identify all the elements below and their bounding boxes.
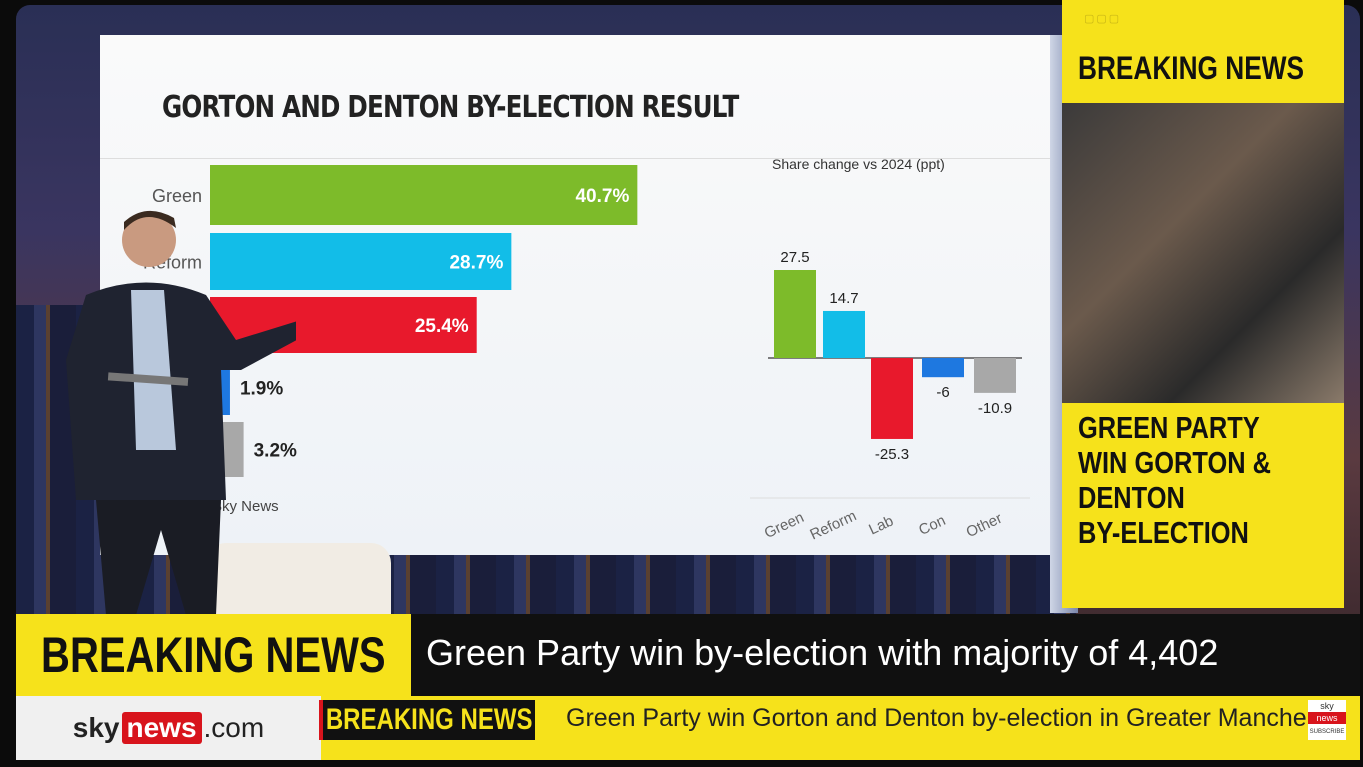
change-value-label: 14.7 xyxy=(829,290,858,307)
result-bar-reform xyxy=(210,233,512,290)
ticker-text: Green Party win Gorton and Denton by-ele… xyxy=(566,704,1306,732)
change-bar-reform xyxy=(823,310,865,358)
change-category-label: Green xyxy=(762,509,807,542)
ticker-label: BREAKING NEWS xyxy=(319,700,535,740)
breaking-news-text: BREAKING NEWS xyxy=(41,627,386,683)
change-value-label: -6 xyxy=(936,384,949,401)
logo-sky: sky xyxy=(72,712,120,743)
breaking-news-label: BREAKING NEWS xyxy=(16,614,411,696)
result-value-label: 1.9% xyxy=(240,379,283,400)
result-value-label: 40.7% xyxy=(575,186,629,207)
change-category-label: Other xyxy=(964,510,1005,541)
side-line: GREEN PARTY xyxy=(1078,410,1260,445)
logo-com: .com xyxy=(203,712,265,743)
divider xyxy=(100,158,1050,159)
sub-sky: sky xyxy=(1320,701,1334,711)
change-category-label: Reform xyxy=(807,507,859,543)
ticker-label-text: BREAKING NEWS xyxy=(325,703,533,736)
result-category-label: Green xyxy=(152,186,202,206)
sub-label: SUBSCRIBE xyxy=(1309,729,1345,735)
side-line: WIN GORTON & xyxy=(1078,445,1272,480)
result-value-label: 3.2% xyxy=(254,441,297,462)
subscribe-button[interactable]: sky news SUBSCRIBE xyxy=(1308,700,1346,740)
chart-title: GORTON AND DENTON BY-ELECTION RESULT xyxy=(162,90,739,125)
side-text: GREEN PARTY WIN GORTON & DENTON BY-ELECT… xyxy=(1078,410,1271,550)
result-value-label: 25.4% xyxy=(415,316,469,337)
news-photo xyxy=(1062,103,1344,403)
change-chart-title: Share change vs 2024 (ppt) xyxy=(772,156,945,172)
side-header: BREAKING NEWS xyxy=(1078,50,1304,86)
change-category-label: Lab xyxy=(866,512,896,538)
studio-screen: GORTON AND DENTON BY-ELECTION RESULT 40.… xyxy=(100,35,1050,555)
change-bar-con xyxy=(922,358,964,378)
side-line: BY-ELECTION xyxy=(1078,515,1249,550)
change-category-label: Con xyxy=(916,512,948,539)
sub-news: news xyxy=(1308,712,1346,724)
change-value-label: 27.5 xyxy=(780,249,809,266)
sky-news-logo: sky news .com xyxy=(16,696,321,760)
ticker-bar: sky news .com BREAKING NEWS Green Party wi… xyxy=(16,696,1360,760)
result-bar-chart: 40.7% Green 28.7% Reform 25.4% 1.9% 3.2% Sky Ne… xyxy=(143,156,1030,544)
presenter xyxy=(66,210,296,615)
change-value-label: -25.3 xyxy=(875,446,909,463)
chair xyxy=(206,543,391,618)
result-value-label: 28.7% xyxy=(449,253,503,274)
result-bar-green xyxy=(210,165,638,225)
change-bar-lab xyxy=(871,358,913,439)
chart-source: Sky News xyxy=(212,498,279,515)
headline: Green Party win by-election with majorit… xyxy=(426,632,1219,673)
lower-third: BREAKING NEWS Green Party win by-electio… xyxy=(16,614,1360,696)
side-line: DENTON xyxy=(1078,480,1185,515)
change-value-label: -10.9 xyxy=(978,400,1012,417)
change-bar-green xyxy=(774,270,816,358)
logo-news: news xyxy=(121,712,202,744)
breaking-news-side-panel: ▢▢▢ BREAKING NEWS GREEN PARTY WIN GORTON… xyxy=(1062,0,1344,608)
change-bar-other xyxy=(974,358,1016,393)
decorative-squares-icon: ▢▢▢ xyxy=(1084,13,1122,25)
